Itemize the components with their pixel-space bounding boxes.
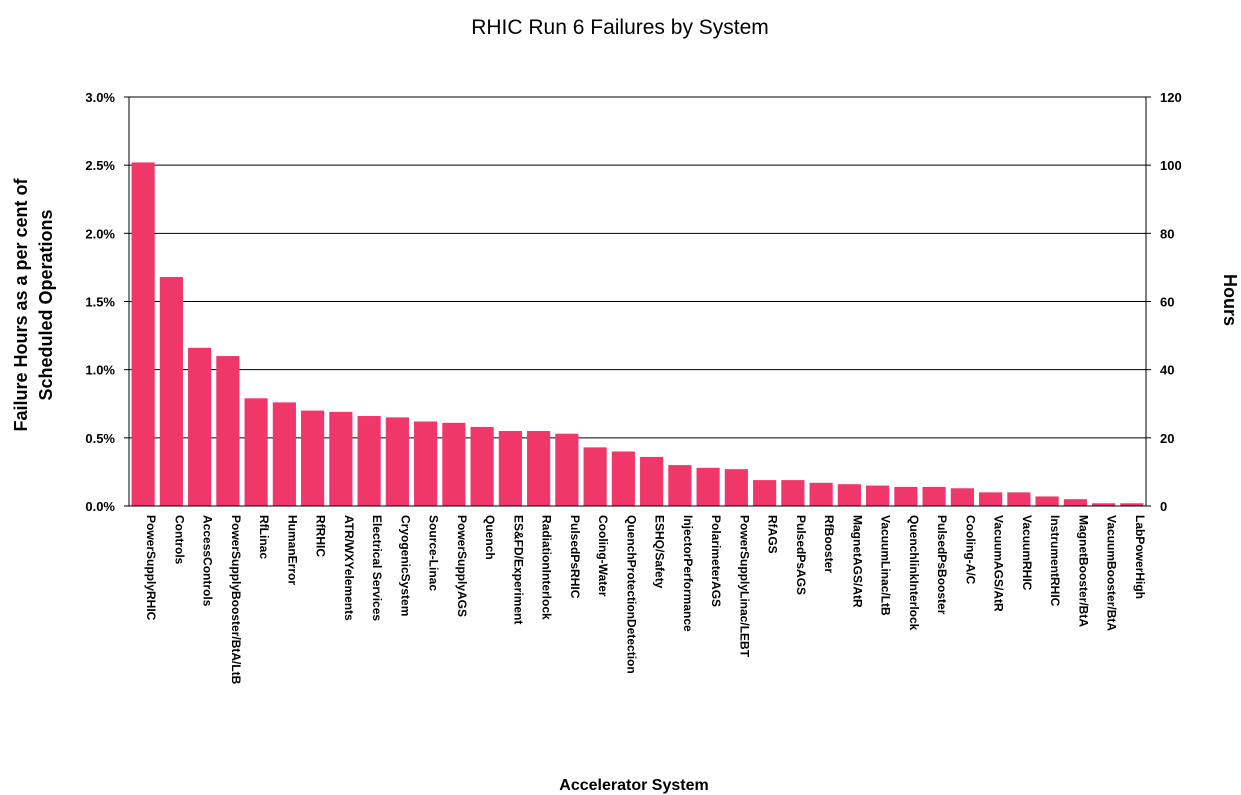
bar xyxy=(1063,499,1087,506)
bar xyxy=(668,465,692,506)
bar xyxy=(188,347,212,506)
y2-tick-label: 60 xyxy=(1160,295,1174,310)
bar xyxy=(385,417,409,506)
bar xyxy=(894,486,918,506)
bar xyxy=(244,398,268,506)
x-category-label: PowerSupplyRHIC xyxy=(144,515,158,621)
x-category-label: RfRHIC xyxy=(314,515,328,557)
x-category-label: QuenchlinkInterlock xyxy=(907,515,921,631)
bar xyxy=(527,431,551,506)
bars xyxy=(131,162,1144,506)
x-category-label: ESHQ/Safety xyxy=(653,515,667,589)
bar xyxy=(753,480,777,506)
x-category-label: RadiationInterlock xyxy=(540,515,554,620)
x-category-label: PolarimeterAGS xyxy=(709,515,723,607)
gridlines xyxy=(129,96,1146,439)
x-category-label: VacuumAGS/AtR xyxy=(992,515,1006,612)
x-category-label: RfAGS xyxy=(766,515,780,554)
y2-tick-label: 0 xyxy=(1160,499,1167,514)
x-category-label: PulsedPsRHIC xyxy=(568,515,582,599)
x-category-label: PowerSupplyBooster/BtA/LtB xyxy=(229,515,243,685)
bar xyxy=(724,469,748,506)
y-tick-label: 3.0% xyxy=(85,90,115,105)
x-category-label: ATR/WXYelements xyxy=(342,515,356,621)
x-category-label: Source-Linac xyxy=(427,515,441,591)
bar xyxy=(1035,496,1059,506)
x-category-label: VacuumLinac/LtB xyxy=(879,515,893,616)
bar xyxy=(216,356,240,506)
x-category-label: InjectorPerformance xyxy=(681,515,695,632)
x-category-label: PowerSupplyAGS xyxy=(455,515,469,617)
bar xyxy=(301,410,325,506)
y2-axis-title: Hours xyxy=(1220,274,1240,326)
x-category-label: QuenchProtectionDetection xyxy=(624,515,638,674)
x-category-label: VacuumRHIC xyxy=(1020,515,1034,591)
bar xyxy=(498,431,522,506)
bar xyxy=(131,162,155,506)
x-category-label: RfBooster xyxy=(822,515,836,573)
bar xyxy=(979,492,1003,506)
x-category-label: CryogenicSystem xyxy=(398,515,412,616)
x-category-label: Controls xyxy=(172,515,186,565)
x-category-label: AccessControls xyxy=(201,515,215,607)
bar xyxy=(950,488,974,506)
y-axis-title-line1: Failure Hours as a per cent of xyxy=(11,177,31,431)
x-category-label: Cooling-Water xyxy=(596,515,610,597)
x-category-label: MagnetAGS/AtR xyxy=(850,515,864,608)
bar xyxy=(442,422,466,506)
y-axis-ticks: 0.0% 0.5% 1.0% 1.5% 2.0% 2.5% 3.0% xyxy=(85,90,129,514)
bar xyxy=(837,484,861,506)
bar xyxy=(696,467,720,506)
y-tick-label: 2.5% xyxy=(85,158,115,173)
y2-tick-label: 40 xyxy=(1160,363,1174,378)
y-tick-label: 0.0% xyxy=(85,499,115,514)
x-category-label: InstrumentRHIC xyxy=(1048,515,1062,607)
x-category-label: Cooling-A/C xyxy=(963,515,977,585)
x-axis-category-labels: PowerSupplyRHIC Controls AccessControls Pow… xyxy=(144,515,1147,685)
x-category-label: Quench xyxy=(483,515,497,560)
y2-tick-label: 80 xyxy=(1160,226,1174,241)
x-category-label: ES&FD/Experiment xyxy=(511,515,525,624)
bar xyxy=(329,411,353,506)
bar xyxy=(866,485,890,506)
x-axis-title: Accelerator System xyxy=(559,777,708,794)
x-category-label: HumanError xyxy=(285,515,299,585)
x-category-label: PulsedPsBooster xyxy=(935,515,949,615)
x-category-label: Electrical Services xyxy=(370,515,384,621)
bar xyxy=(583,447,607,506)
bar xyxy=(611,451,635,506)
bar xyxy=(809,482,833,506)
y2-tick-label: 100 xyxy=(1160,158,1182,173)
bar xyxy=(414,421,438,506)
y-tick-label: 0.5% xyxy=(85,431,115,446)
bar xyxy=(640,456,664,506)
bar xyxy=(159,276,183,506)
y2-tick-label: 20 xyxy=(1160,431,1174,446)
y2-axis-ticks: 0 20 40 60 80 100 120 xyxy=(1146,90,1182,514)
x-category-label: PulsedPsAGS xyxy=(794,515,808,595)
x-category-label: RfLinac xyxy=(257,515,271,559)
x-category-label: MagnetBooster/BtA xyxy=(1076,515,1090,627)
bar xyxy=(1092,503,1116,506)
bar xyxy=(1120,503,1144,506)
bar xyxy=(357,416,381,506)
y-axis-title-line2: Scheduled Operations xyxy=(36,209,56,400)
x-category-label: LabPowerHigh xyxy=(1133,515,1147,599)
bar xyxy=(470,426,494,506)
bar xyxy=(1007,492,1031,506)
x-category-label: PowerSupplyLinac/LEBT xyxy=(737,515,751,658)
bar xyxy=(922,486,946,506)
bar xyxy=(272,402,296,506)
bar xyxy=(555,433,579,506)
y-tick-label: 1.0% xyxy=(85,363,115,378)
chart-title: RHIC Run 6 Failures by System xyxy=(471,16,769,39)
y-tick-label: 1.5% xyxy=(85,295,115,310)
bar xyxy=(781,480,805,506)
x-category-label: VacuumBooster/BtA xyxy=(1105,515,1119,631)
y-tick-label: 2.0% xyxy=(85,226,115,241)
y2-tick-label: 120 xyxy=(1160,90,1182,105)
